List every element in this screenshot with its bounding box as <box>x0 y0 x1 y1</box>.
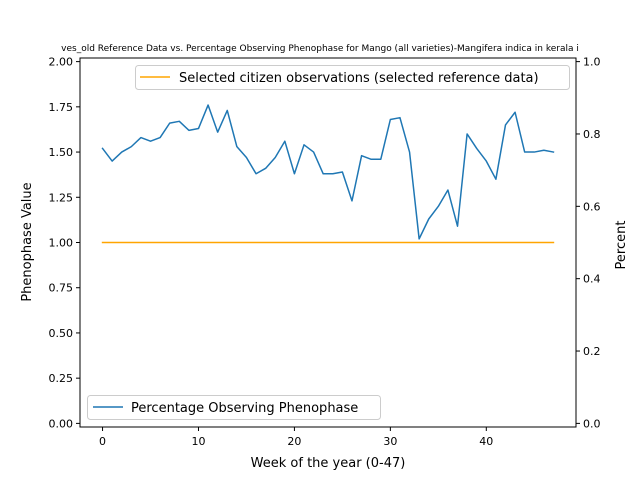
right-y-tick-label: 0.4 <box>583 273 601 286</box>
left-y-tick-label: 0.75 <box>49 282 74 295</box>
x-tick-label: 0 <box>99 435 106 448</box>
right-y-axis-ticks: 0.0 0.2 0.4 0.6 0.8 1.0 <box>576 56 601 430</box>
x-axis-ticks: 0 10 20 30 40 <box>99 427 493 448</box>
left-y-tick-label: 1.00 <box>49 237 74 250</box>
chart-title: ves_old Reference Data vs. Percentage Ob… <box>61 44 579 54</box>
left-y-tick-label: 0.50 <box>49 327 74 340</box>
right-y-axis-label: Percent <box>614 221 629 270</box>
left-y-tick-label: 1.25 <box>49 191 74 204</box>
left-y-tick-label: 0.00 <box>49 417 74 430</box>
right-y-tick-label: 0.6 <box>583 200 601 213</box>
legend-lower-left: Percentage Observing Phenophase <box>87 395 381 420</box>
x-tick-label: 20 <box>287 435 301 448</box>
legend-box <box>135 65 570 90</box>
legend-label-reference: Selected citizen observations (selected … <box>179 71 539 86</box>
right-y-tick-label: 0.8 <box>583 128 601 141</box>
x-axis-label: Week of the year (0-47) <box>251 456 406 471</box>
legend-box <box>87 395 381 420</box>
x-tick-label: 40 <box>479 435 493 448</box>
legend-label-percentage: Percentage Observing Phenophase <box>131 401 358 416</box>
series-layer <box>101 104 555 244</box>
left-y-tick-label: 2.00 <box>49 56 74 69</box>
left-y-tick-label: 1.75 <box>49 101 74 114</box>
x-tick-label: 30 <box>383 435 397 448</box>
left-y-tick-label: 1.50 <box>49 146 74 159</box>
right-y-tick-label: 0.0 <box>583 417 601 430</box>
left-y-axis-label: Phenophase Value <box>20 182 35 301</box>
right-y-tick-label: 1.0 <box>583 56 601 69</box>
series-line-percentage-observing <box>101 104 555 240</box>
left-y-tick-label: 0.25 <box>49 372 74 385</box>
right-y-tick-label: 0.2 <box>583 345 601 358</box>
legend-upper-right: Selected citizen observations (selected … <box>135 65 570 90</box>
x-tick-label: 10 <box>191 435 205 448</box>
left-y-axis-ticks: 0.00 0.25 0.50 0.75 1.00 1.25 1.50 1.75 2.00 <box>49 56 80 430</box>
